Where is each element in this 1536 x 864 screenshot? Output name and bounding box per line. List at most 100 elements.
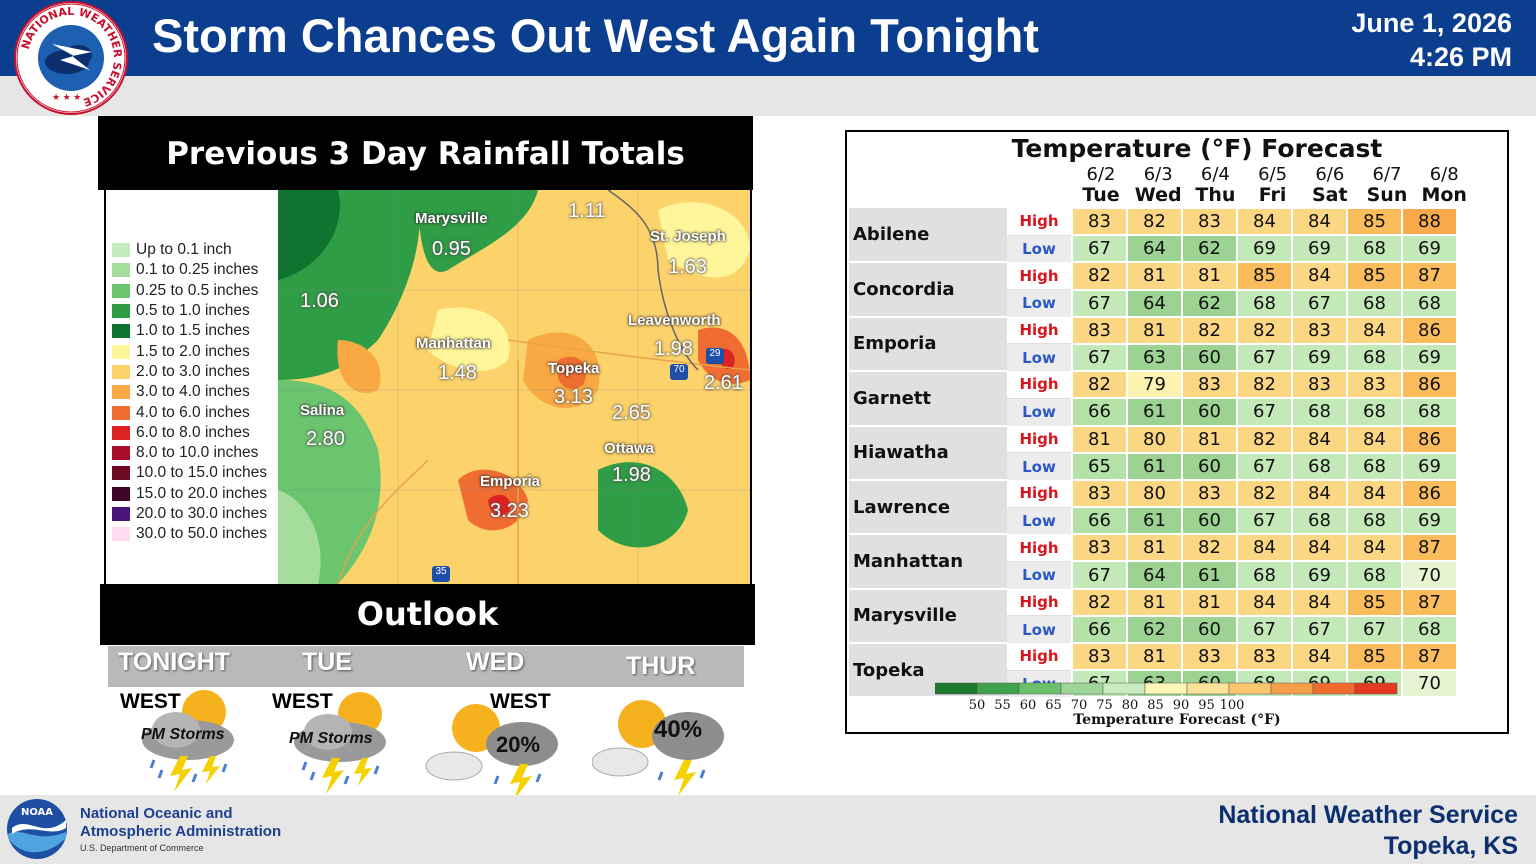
low-temp-cell: 67 — [1071, 560, 1128, 590]
interstate-shield: 35 — [432, 566, 450, 582]
column-day: Mon — [1421, 184, 1467, 206]
low-temp-cell: 68 — [1401, 288, 1458, 318]
high-label: High — [1007, 208, 1072, 236]
low-temp-cell: 68 — [1346, 560, 1403, 590]
low-temp-cell: 67 — [1071, 342, 1128, 373]
low-temp-cell: 68 — [1346, 506, 1403, 536]
legend-swatch — [112, 364, 130, 379]
high-temp-cell: 86 — [1401, 370, 1458, 400]
column-day: Sat — [1312, 184, 1348, 206]
high-temp-cell: 82 — [1181, 533, 1238, 563]
table-row: Low 67 64 61 68 69 68 70 — [849, 560, 1458, 590]
low-temp-cell: 67 — [1071, 234, 1128, 264]
table-row: Low 66 61 60 67 68 68 69 — [849, 506, 1458, 536]
high-label: High — [1007, 588, 1072, 617]
noaa-logo-text: NOAA — [21, 807, 53, 818]
table-row: Marysville High 82 81 81 84 84 85 87 — [849, 587, 1458, 645]
low-label: Low — [1007, 235, 1072, 263]
page-title: Storm Chances Out West Again Tonight — [152, 9, 1039, 62]
value-salina: 2.80 — [306, 428, 345, 450]
high-label: High — [1007, 534, 1072, 562]
column-header: 6/3 Wed — [1130, 164, 1186, 206]
scale-tick-label: 50 — [969, 698, 986, 713]
high-label: High — [1007, 316, 1072, 345]
legend-label: 0.25 to 0.5 inches — [136, 281, 259, 299]
low-temp-cell: 61 — [1126, 506, 1183, 536]
value-st-joseph: 1.63 — [668, 256, 707, 278]
low-temp-cell: 69 — [1291, 560, 1348, 590]
legend-item: 6.0 to 8.0 inches — [106, 423, 278, 443]
rainfall-map-graphic — [278, 190, 750, 584]
scale-swatch — [1186, 682, 1230, 695]
high-temp-cell: 81 — [1181, 261, 1238, 291]
high-temp-cell: 81 — [1126, 261, 1183, 291]
city-name: Concordia — [849, 262, 1007, 318]
value-marysville: 0.95 — [432, 238, 471, 260]
high-temp-cell: 86 — [1401, 478, 1458, 509]
legend-item: 0.1 to 0.25 inches — [106, 260, 278, 280]
rainfall-legend: Up to 0.1 inch 0.1 to 0.25 inches 0.25 to … — [106, 240, 278, 544]
high-temp-cell: 82 — [1236, 424, 1293, 454]
legend-item: 8.0 to 10.0 inches — [106, 443, 278, 463]
legend-swatch — [112, 466, 130, 481]
partly-sunny-storm-icon — [591, 690, 732, 807]
scale-tick-label: 75 — [1096, 698, 1113, 713]
legend-label: 4.0 to 6.0 inches — [136, 403, 250, 421]
high-temp-cell: 84 — [1346, 478, 1403, 509]
low-temp-cell: 62 — [1126, 614, 1183, 645]
column-header: 6/7 Sun — [1359, 164, 1415, 206]
high-temp-cell: 84 — [1236, 587, 1293, 617]
table-row: Abilene High 83 82 83 84 84 85 88 — [849, 206, 1458, 264]
region-tue: WEST — [272, 690, 333, 713]
low-temp-cell: 67 — [1236, 451, 1293, 481]
low-temp-cell: 69 — [1401, 506, 1458, 536]
low-label: Low — [1007, 289, 1072, 317]
city-name: Abilene — [849, 208, 1007, 264]
column-header: 6/8 Mon — [1416, 164, 1472, 206]
value-ottawa: 1.98 — [612, 464, 651, 486]
low-temp-cell: 70 — [1401, 560, 1458, 590]
high-temp-cell: 84 — [1291, 478, 1348, 509]
noaa-name: National Oceanic and Atmospheric Adminis… — [80, 805, 281, 841]
office-name: National Weather Service Topeka, KS — [1218, 800, 1518, 862]
table-row: Topeka High 83 81 83 83 84 85 87 — [849, 641, 1458, 699]
issue-date: June 1, 2026 — [1351, 8, 1512, 38]
low-temp-cell: 70 — [1401, 669, 1458, 699]
interstate-shield: 70 — [670, 364, 688, 380]
scale-tick-label: 80 — [1122, 698, 1139, 713]
legend-label: 3.0 to 4.0 inches — [136, 383, 250, 401]
low-temp-cell: 69 — [1236, 234, 1293, 264]
legend-swatch — [112, 283, 130, 298]
temperature-forecast-panel: Temperature (°F) Forecast 6/2 Tue 6/3 Wed 6/… — [845, 130, 1509, 734]
city-name: Topeka — [849, 643, 1007, 699]
high-temp-cell: 87 — [1401, 587, 1458, 617]
column-date: 6/5 — [1258, 164, 1288, 185]
low-temp-cell: 68 — [1346, 288, 1403, 318]
temperature-color-scale: 50 55 60 65 70 75 80 85 90 95 100 — [935, 682, 1398, 713]
low-temp-cell: 68 — [1401, 614, 1458, 645]
low-temp-cell: 67 — [1236, 614, 1293, 645]
low-temp-cell: 63 — [1126, 342, 1183, 373]
rainfall-map: Marysville 0.95 1.11 St. Joseph 1.63 1.0… — [278, 190, 750, 584]
table-row: Lawrence High 83 80 83 82 84 84 86 — [849, 478, 1458, 536]
legend-label: 0.1 to 0.25 inches — [136, 261, 259, 279]
column-date: 6/6 — [1315, 164, 1345, 185]
high-temp-cell: 85 — [1346, 587, 1403, 617]
high-temp-cell: 81 — [1181, 424, 1238, 454]
column-date: 6/8 — [1429, 164, 1459, 185]
value-topeka: 3.13 — [554, 386, 593, 408]
value-emporia: 3.23 — [490, 500, 529, 522]
scale-tick-label: 55 — [994, 698, 1011, 713]
legend-label: 30.0 to 50.0 inches — [136, 525, 267, 543]
column-header: 6/2 Tue — [1073, 164, 1129, 206]
value-manhattan: 1.48 — [438, 362, 477, 384]
low-temp-cell: 68 — [1401, 397, 1458, 427]
table-row: Garnett High 82 79 83 82 83 83 86 — [849, 370, 1458, 427]
low-temp-cell: 68 — [1236, 560, 1293, 590]
nws-logo: NATIONAL WEATHER SERVICE ★ ★ ★ — [14, 1, 128, 115]
low-temp-cell: 68 — [1346, 234, 1403, 264]
high-temp-cell: 82 — [1181, 315, 1238, 345]
column-header: 6/4 Thu — [1187, 164, 1243, 206]
legend-swatch — [112, 344, 130, 359]
high-temp-cell: 84 — [1291, 424, 1348, 454]
